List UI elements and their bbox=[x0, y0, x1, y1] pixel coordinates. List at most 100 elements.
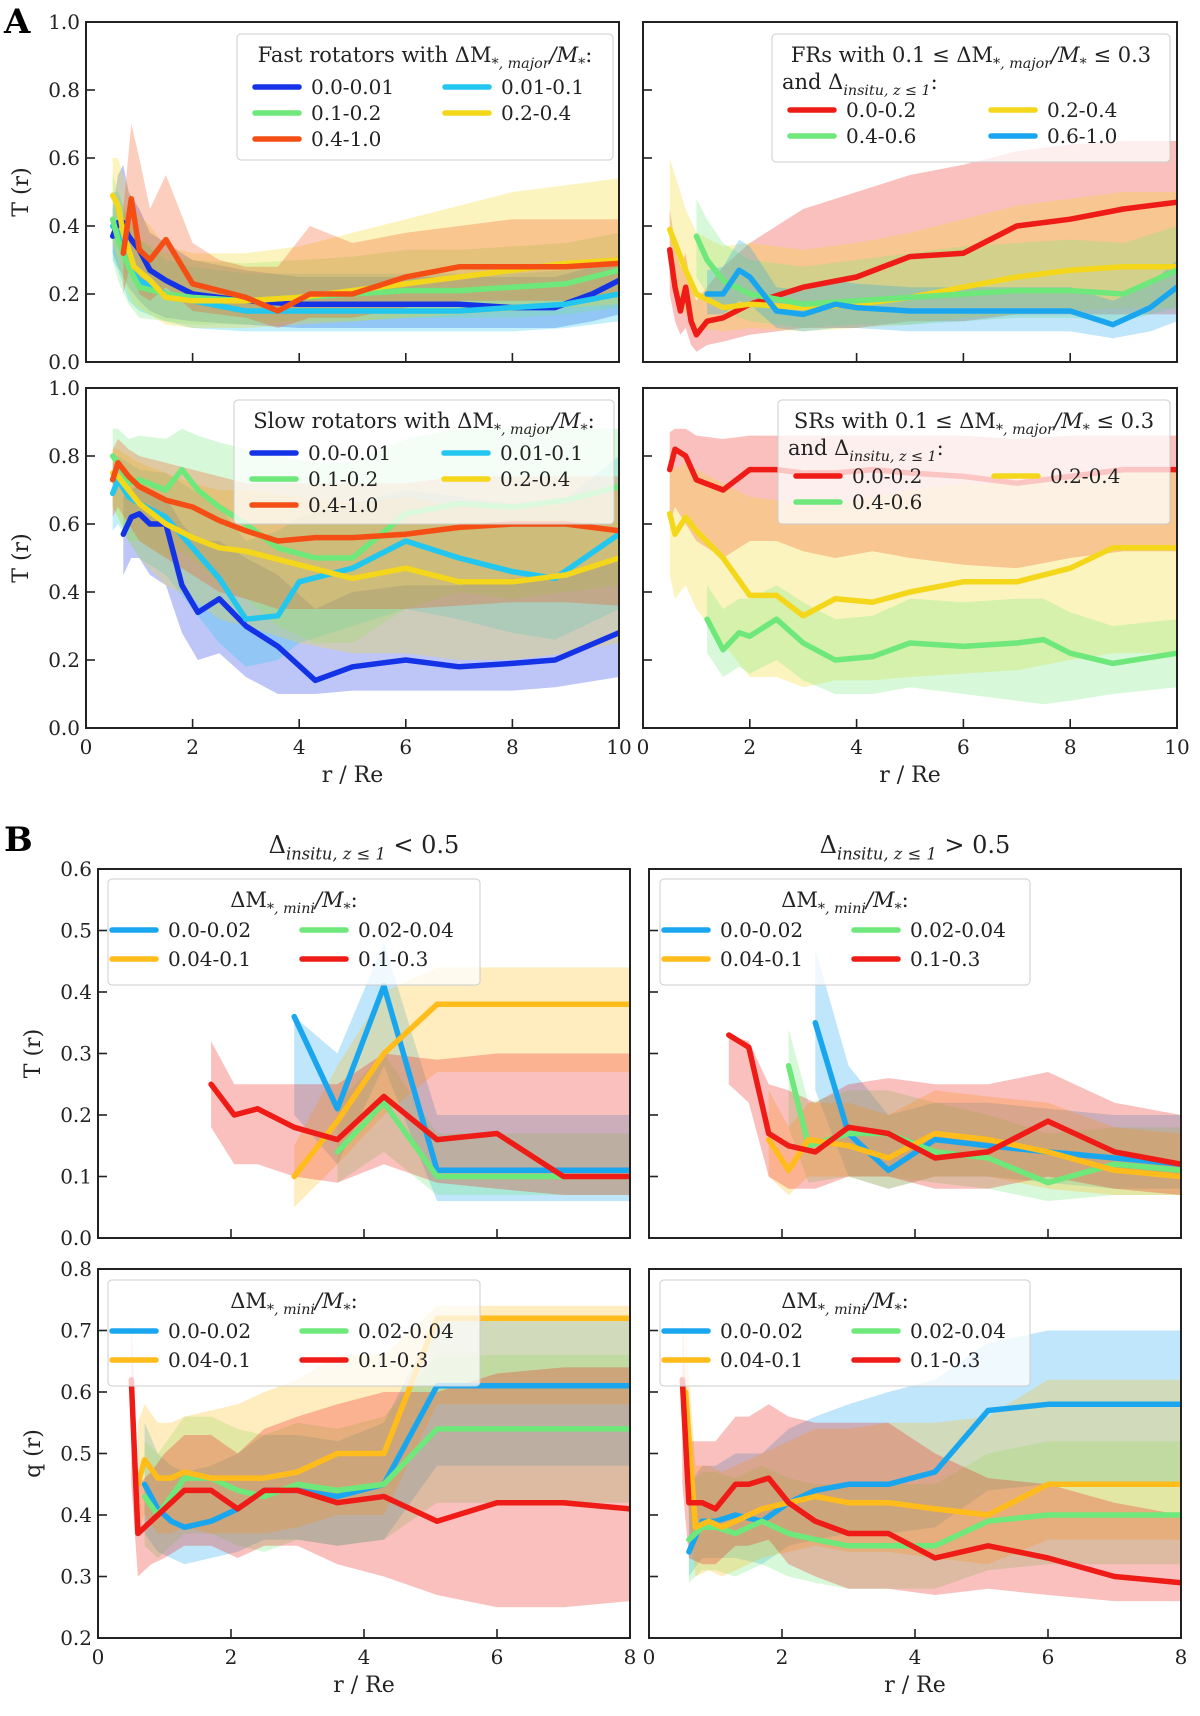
legend-label-0.6-1.0: 0.6-1.0 bbox=[1047, 124, 1117, 148]
plot-area bbox=[679, 1318, 1181, 1602]
legend-title-part: * bbox=[581, 422, 588, 438]
legend-title-part: * bbox=[895, 901, 902, 917]
legend-label-0.04-0.1: 0.04-0.1 bbox=[168, 947, 251, 971]
legend-title: Slow rotators with ΔM*, major/M*: bbox=[253, 409, 594, 438]
legend-label-0.1-0.3: 0.1-0.3 bbox=[910, 1348, 980, 1372]
legend: Fast rotators with ΔM*, major/M*: 0.0-0.0… bbox=[236, 33, 614, 161]
legend-label-0.0-0.01: 0.0-0.01 bbox=[311, 75, 394, 99]
legend-label-0.0-0.02: 0.0-0.02 bbox=[720, 918, 803, 942]
legend-title-part: * bbox=[578, 56, 585, 72]
plot-area bbox=[666, 141, 1177, 352]
series-line-0.04-0.1 bbox=[682, 1389, 1181, 1531]
legend-title-part: /M bbox=[1049, 43, 1080, 67]
legend-title-part: *, major bbox=[494, 422, 553, 438]
legend-title-part: /M bbox=[864, 1289, 895, 1313]
band-0.4-0.6 bbox=[696, 198, 1177, 328]
legend-title-line2-part: and Δ bbox=[782, 70, 843, 94]
x-tick-label: 6 bbox=[1042, 1645, 1055, 1669]
legend-label-0.0-0.02: 0.0-0.02 bbox=[168, 918, 251, 942]
legend-title-part: *, major bbox=[491, 56, 550, 72]
x-tick-label: 4 bbox=[358, 1645, 371, 1669]
legend-title: ΔM*, mini/M*: bbox=[230, 1289, 358, 1318]
y-tick-label: 0.6 bbox=[48, 146, 80, 170]
panel-title-part: > 0.5 bbox=[937, 831, 1011, 859]
x-tick-label: 6 bbox=[399, 735, 412, 759]
legend-title-part: ≤ 0.3 bbox=[1090, 409, 1154, 433]
band-0.02-0.04 bbox=[337, 1053, 630, 1195]
section-label-a: A bbox=[4, 2, 31, 42]
x-axis-label: r / Re bbox=[333, 1673, 395, 1698]
legend-title-part: /M bbox=[1052, 409, 1083, 433]
band-0.1-0.3 bbox=[131, 1318, 630, 1608]
x-tick-label: 0 bbox=[643, 1645, 656, 1669]
legend-title: SRs with 0.1 ≤ ΔM*, major/M* ≤ 0.3 bbox=[794, 409, 1154, 438]
y-tick-label: 0.8 bbox=[60, 1257, 92, 1281]
legend-title-part: * bbox=[1083, 422, 1090, 438]
y-tick-label: 0.2 bbox=[60, 1626, 92, 1650]
y-tick-label: 0.5 bbox=[60, 1442, 92, 1466]
series-line-0.6-1.0 bbox=[704, 267, 1177, 328]
y-tick-label: 0.6 bbox=[60, 857, 92, 881]
panel-a3: 0 2 4 6 8 10 0.0 0.2 0.4 0.6 0.8 1.0 r / Re T (r) Slow… bbox=[9, 376, 632, 788]
legend-label-0.01-0.1: 0.01-0.1 bbox=[501, 75, 584, 99]
plot-area bbox=[726, 949, 1181, 1202]
band-0.02-0.04 bbox=[688, 1441, 1181, 1589]
legend-title: Fast rotators with ΔM*, major/M*: bbox=[258, 43, 593, 72]
legend-title-part: Fast rotators with ΔM bbox=[258, 43, 492, 67]
legend-frame bbox=[233, 399, 615, 525]
band-0.1-0.3 bbox=[682, 1318, 1181, 1602]
legend-title-part: : bbox=[902, 1289, 909, 1313]
y-tick-label: 0.5 bbox=[60, 919, 92, 943]
legend-title-part: ≤ 0.3 bbox=[1087, 43, 1151, 67]
legend-title-line2: and Δinsitu, z ≤ 1: bbox=[788, 436, 944, 465]
legend-title-part: * bbox=[344, 901, 351, 917]
y-tick-label: 0.3 bbox=[60, 1042, 92, 1066]
y-tick-label: 0.4 bbox=[48, 580, 80, 604]
series-line-0.4-0.6 bbox=[704, 616, 1177, 667]
axes-frame bbox=[85, 21, 620, 363]
legend-label-0.0-0.01: 0.0-0.01 bbox=[308, 441, 391, 465]
legend: ΔM*, mini/M*:0.0-0.02 0.02-0.040.04-0.1 0.… bbox=[107, 878, 481, 986]
x-tick-label: 8 bbox=[624, 1645, 637, 1669]
x-tick-label: 2 bbox=[186, 735, 199, 759]
y-tick-label: 0.1 bbox=[60, 1165, 92, 1189]
series-line-0.4-1.0 bbox=[109, 460, 619, 544]
y-axis-label: T (r) bbox=[9, 167, 34, 216]
legend-label-0.1-0.3: 0.1-0.3 bbox=[358, 947, 428, 971]
panel-b2: Δinsitu, z ≤ 1 > 0.5ΔM*, mini/M*:0.0-0.0… bbox=[648, 831, 1182, 1239]
legend-title-part: : bbox=[351, 888, 358, 912]
legend-label-0.04-0.1: 0.04-0.1 bbox=[168, 1348, 251, 1372]
legend-label-0.04-0.1: 0.04-0.1 bbox=[720, 1348, 803, 1372]
legend-label-0.02-0.04: 0.02-0.04 bbox=[358, 1319, 454, 1343]
legend-label-0.1-0.2: 0.1-0.2 bbox=[311, 101, 381, 125]
legend-label-0.0-0.2: 0.0-0.2 bbox=[852, 464, 922, 488]
legend-title-part: *, major bbox=[996, 422, 1055, 438]
legend-label-0.1-0.2: 0.1-0.2 bbox=[308, 467, 378, 491]
panel-b1: 0.0 0.1 0.2 0.3 0.4 0.5 0.6 T (r) Δinsitu, z ≤ 1… bbox=[21, 831, 631, 1250]
series-line-0.1-0.3 bbox=[726, 1032, 1181, 1167]
y-tick-label: 0.6 bbox=[48, 512, 80, 536]
series-line-0.1-0.3 bbox=[208, 1081, 630, 1180]
series-line-0.2-0.4 bbox=[666, 511, 1177, 619]
panel-a1: 0.0 0.2 0.4 0.6 0.8 1.0 T (r) Fast rotators wit… bbox=[9, 10, 620, 374]
legend-label-0.01-0.1: 0.01-0.1 bbox=[500, 441, 583, 465]
band-0.02-0.04 bbox=[144, 1355, 630, 1558]
legend-label-0.2-0.4: 0.2-0.4 bbox=[1050, 464, 1120, 488]
y-tick-label: 0.4 bbox=[60, 1503, 92, 1527]
y-axis-label: T (r) bbox=[21, 1029, 46, 1078]
x-tick-label: 8 bbox=[1064, 735, 1077, 759]
y-tick-label: 1.0 bbox=[48, 376, 80, 400]
legend-title-part: *, mini bbox=[818, 901, 866, 917]
band-0.0-0.2 bbox=[669, 141, 1177, 352]
legend-title-part: * bbox=[344, 1302, 351, 1318]
panel-title: Δinsitu, z ≤ 1 < 0.5 bbox=[269, 831, 460, 864]
x-tick-label: 6 bbox=[491, 1645, 504, 1669]
legend-title-part: : bbox=[588, 409, 595, 433]
panel-title-part: insitu, z ≤ 1 bbox=[837, 845, 937, 864]
band-0.4-1.0 bbox=[123, 124, 619, 328]
band-0.0-0.01 bbox=[123, 483, 619, 694]
legend-label-0.4-1.0: 0.4-1.0 bbox=[308, 493, 378, 517]
